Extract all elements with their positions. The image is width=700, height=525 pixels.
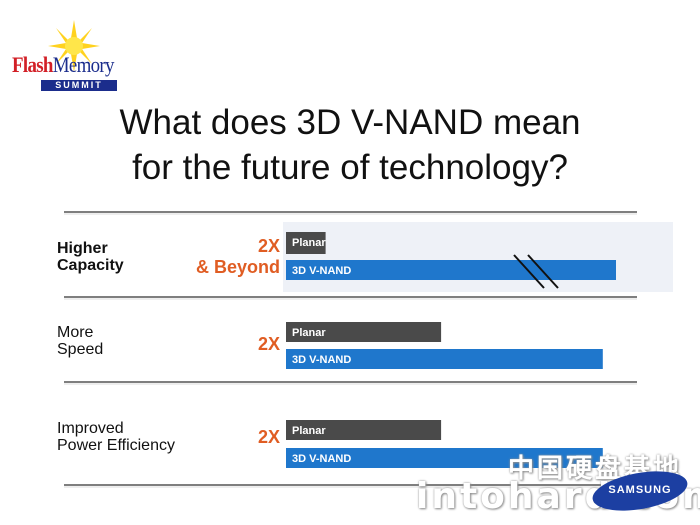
bar-label-vnand: 3D V-NAND: [292, 354, 351, 366]
bar-label-planar: Planar: [292, 237, 326, 249]
bar-label-vnand: 3D V-NAND: [292, 453, 351, 465]
bar-label-planar: Planar: [292, 425, 326, 437]
bar-planar: [286, 322, 442, 342]
bar-vnand: [286, 448, 603, 468]
row-label-speed: More Speed: [57, 324, 104, 358]
bar-vnand: [286, 349, 603, 369]
bar-planar: [286, 420, 442, 440]
title-line-1: What does 3D V-NAND mean: [119, 103, 581, 142]
sun-icon: [48, 20, 100, 72]
logo-wordmark: FlashMemory: [12, 52, 114, 77]
axis-break-mark: [513, 254, 545, 289]
slide-title: What does 3D V-NAND mean for the future …: [0, 100, 700, 190]
bar-planar: [286, 232, 326, 254]
samsung-logo: SAMSUNG: [589, 464, 691, 518]
capacity-panel-background: [283, 222, 673, 292]
bar-label-vnand: 3D V-NAND: [292, 265, 351, 277]
row-label-power: Improved Power Efficiency: [57, 420, 175, 454]
title-line-2: for the future of technology?: [132, 148, 568, 187]
row-label-capacity: Higher Capacity: [57, 240, 124, 274]
bar-label-planar: Planar: [292, 327, 326, 339]
axis-break-mark: [527, 254, 559, 289]
logo-summit-label: SUMMIT: [41, 80, 117, 91]
factor-power: 2X: [257, 427, 280, 447]
factor-speed: 2X: [257, 334, 280, 354]
flash-memory-summit-logo: FlashMemory SUMMIT: [10, 20, 135, 92]
factor-capacity: 2X & Beyond: [195, 236, 280, 277]
